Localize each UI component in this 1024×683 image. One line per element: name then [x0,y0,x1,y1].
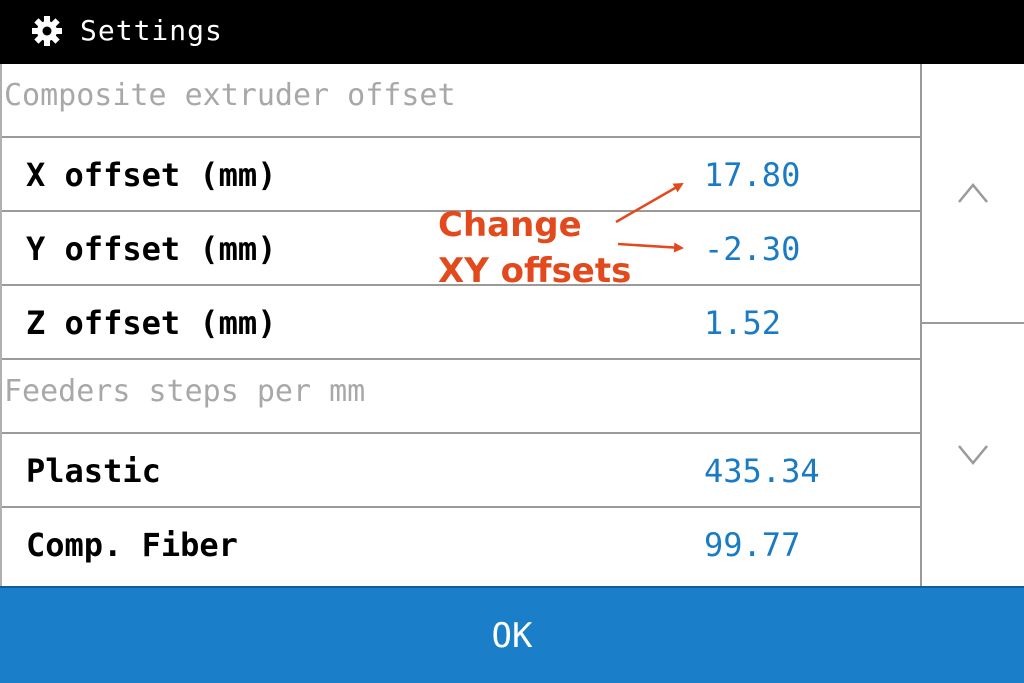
setting-row-y-offset[interactable]: Y offset (mm) -2.30 [2,212,922,286]
setting-label: Y offset (mm) [26,230,277,268]
scroll-down-button[interactable] [922,324,1024,586]
ok-button-label: OK [491,615,533,656]
setting-label: Comp. Fiber [26,526,238,564]
scroll-panel [920,64,1024,586]
settings-list: Composite extruder offset X offset (mm) … [0,64,922,586]
section-header-extruder-offset: Composite extruder offset [2,64,922,138]
annotation-line-1: Change [438,205,582,245]
setting-row-x-offset[interactable]: X offset (mm) 17.80 [2,138,922,212]
setting-row-comp-fiber[interactable]: Comp. Fiber 99.77 [2,508,922,582]
setting-row-z-offset[interactable]: Z offset (mm) 1.52 [2,286,922,360]
setting-label: X offset (mm) [26,156,277,194]
gear-icon [32,16,62,46]
page-title: Settings [80,14,223,47]
title-bar: Settings [0,0,1024,64]
chevron-down-icon [958,445,988,465]
setting-label: Plastic [26,452,161,490]
annotation-line-2: XY offsets [438,251,632,291]
ok-button[interactable]: OK [0,586,1024,683]
section-heading: Composite extruder offset [4,78,456,113]
section-header-feeders-steps: Feeders steps per mm [2,360,922,434]
setting-row-plastic[interactable]: Plastic 435.34 [2,434,922,508]
setting-value[interactable]: 99.77 [704,526,801,564]
setting-value[interactable]: 17.80 [704,156,801,194]
setting-value[interactable]: 435.34 [704,452,820,490]
setting-value[interactable]: 1.52 [704,304,782,342]
chevron-up-icon [958,183,988,203]
setting-label: Z offset (mm) [26,304,277,342]
section-heading: Feeders steps per mm [4,374,366,409]
setting-value[interactable]: -2.30 [704,230,801,268]
scroll-up-button[interactable] [922,64,1024,324]
annotation-callout: Change XY offsets [438,202,631,294]
